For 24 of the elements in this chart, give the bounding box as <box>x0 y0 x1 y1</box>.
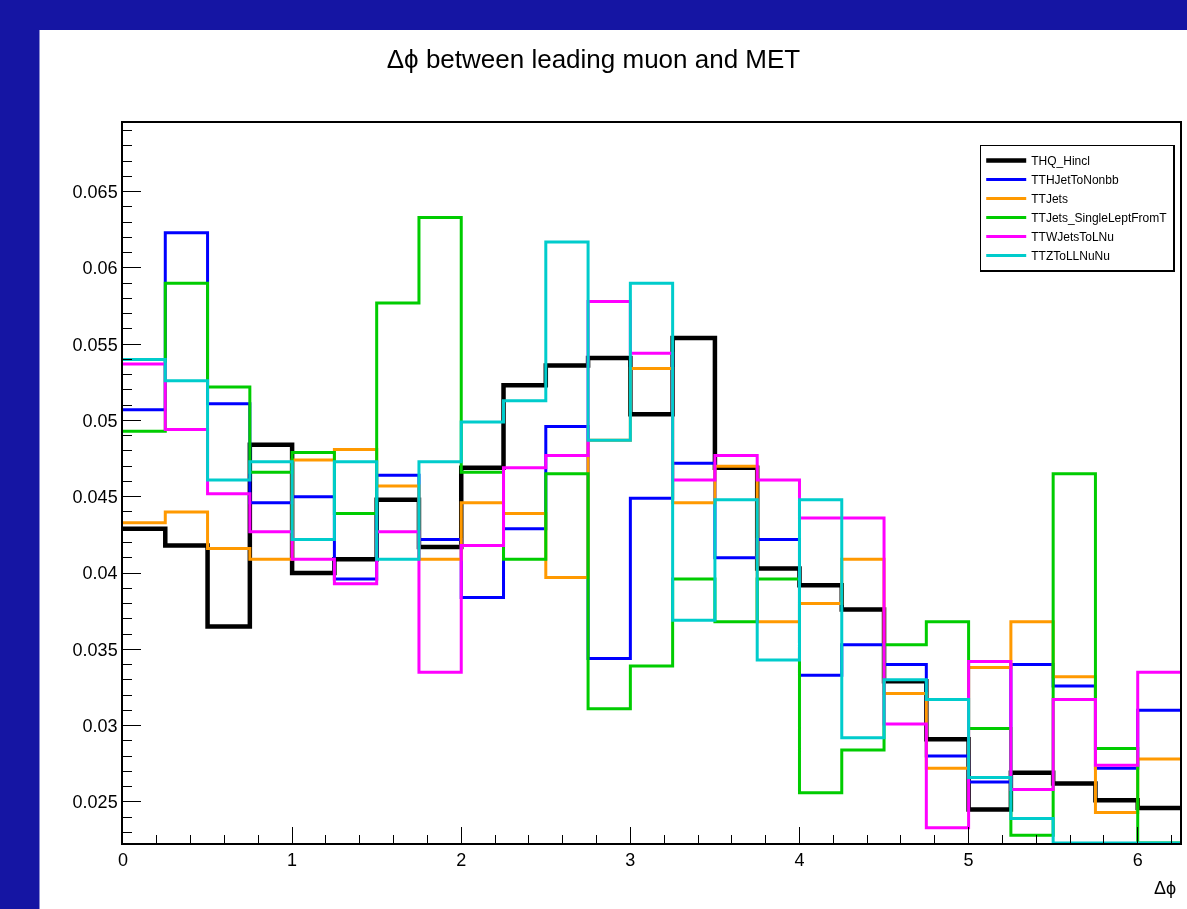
legend-label: TTHJetToNonbb <box>1031 173 1119 188</box>
y-tick-label: 0.055 <box>72 334 118 355</box>
y-tick-label: 0.06 <box>82 258 118 279</box>
x-tick-label: 3 <box>625 850 636 871</box>
x-tick-label: 2 <box>456 850 467 871</box>
x-tick-label: 5 <box>963 850 974 871</box>
chart-title: Δϕ between leading muon and MET <box>386 44 801 75</box>
legend-label: TTJets <box>1031 192 1068 207</box>
legend-label: TTWJetsToLNu <box>1031 230 1114 245</box>
y-tick-label: 0.065 <box>72 181 118 202</box>
y-tick-label: 0.025 <box>72 792 118 813</box>
y-tick-label: 0.04 <box>82 563 118 584</box>
x-tick-label: 1 <box>287 850 298 871</box>
y-tick-label: 0.035 <box>72 639 118 660</box>
legend-label: THQ_Hincl <box>1031 154 1090 169</box>
x-tick-label: 6 <box>1132 850 1143 871</box>
x-tick-label: 0 <box>117 850 129 871</box>
x-axis-title: Δϕ <box>1154 878 1177 898</box>
legend-label: TTJets_SingleLeptFromT <box>1031 211 1168 226</box>
legend-label: TTZToLLNuNu <box>1031 249 1110 264</box>
x-tick-label: 4 <box>794 850 805 871</box>
y-tick-label: 0.045 <box>72 487 118 508</box>
y-tick-label: 0.03 <box>82 715 118 736</box>
y-tick-label: 0.05 <box>82 410 118 431</box>
